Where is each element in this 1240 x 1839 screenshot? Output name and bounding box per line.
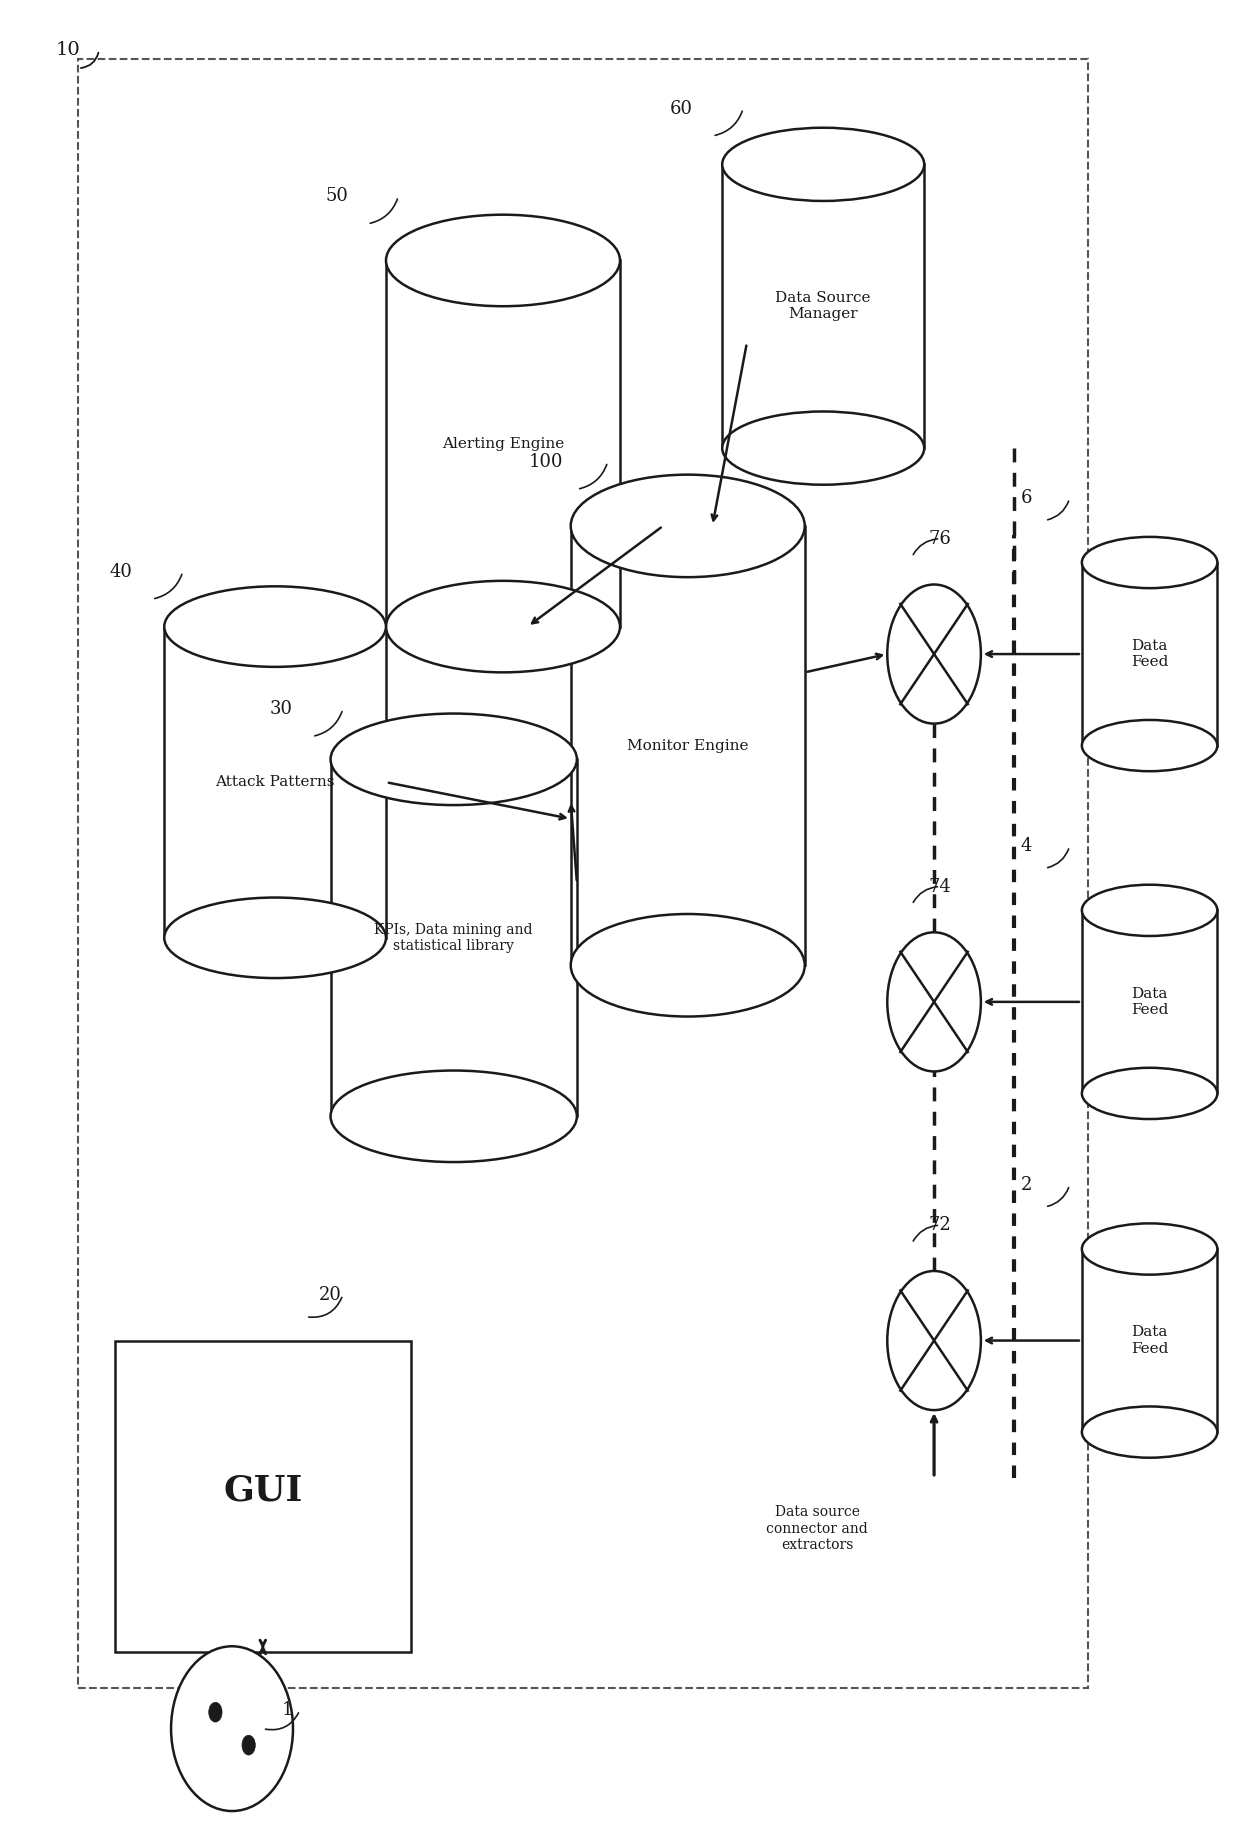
Text: KPIs, Data mining and
statistical library: KPIs, Data mining and statistical librar… — [374, 923, 533, 953]
Text: 74: 74 — [929, 877, 951, 896]
Text: 20: 20 — [319, 1285, 342, 1304]
Text: 76: 76 — [929, 530, 951, 548]
Text: Data Source
Manager: Data Source Manager — [775, 291, 870, 322]
Bar — [1081, 563, 1218, 745]
Ellipse shape — [1081, 537, 1218, 588]
Ellipse shape — [570, 914, 805, 1017]
Bar — [386, 261, 620, 627]
Text: 6: 6 — [1021, 489, 1032, 508]
Ellipse shape — [722, 412, 924, 485]
Text: 1: 1 — [281, 1701, 293, 1719]
Bar — [570, 526, 805, 965]
Ellipse shape — [1081, 1223, 1218, 1274]
Circle shape — [888, 932, 981, 1072]
Text: 60: 60 — [670, 99, 693, 118]
Bar — [115, 1341, 410, 1651]
Ellipse shape — [386, 215, 620, 307]
Text: Attack Patterns: Attack Patterns — [216, 776, 335, 789]
Ellipse shape — [1081, 1407, 1218, 1458]
Text: 100: 100 — [528, 452, 563, 471]
Circle shape — [208, 1703, 222, 1721]
Bar — [164, 627, 386, 938]
Ellipse shape — [164, 897, 386, 978]
Bar — [1081, 1249, 1218, 1433]
Ellipse shape — [1081, 1068, 1218, 1120]
Bar — [722, 164, 924, 449]
Bar — [78, 59, 1087, 1688]
Circle shape — [888, 585, 981, 723]
Circle shape — [888, 1271, 981, 1411]
Bar — [1081, 910, 1218, 1094]
Text: Data
Feed: Data Feed — [1131, 638, 1168, 669]
Bar — [331, 760, 577, 1116]
Text: 40: 40 — [109, 563, 133, 581]
Text: GUI: GUI — [223, 1473, 303, 1508]
Text: Data
Feed: Data Feed — [1131, 988, 1168, 1017]
Text: 4: 4 — [1021, 837, 1032, 855]
Ellipse shape — [1081, 719, 1218, 771]
Ellipse shape — [331, 714, 577, 805]
Text: 50: 50 — [325, 188, 348, 206]
Ellipse shape — [331, 1070, 577, 1162]
Text: Data
Feed: Data Feed — [1131, 1326, 1168, 1355]
Ellipse shape — [171, 1646, 293, 1811]
Text: Data source
connector and
extractors: Data source connector and extractors — [766, 1506, 868, 1552]
Ellipse shape — [164, 587, 386, 668]
Ellipse shape — [1081, 885, 1218, 936]
Text: 72: 72 — [929, 1216, 951, 1234]
Text: Alerting Engine: Alerting Engine — [441, 436, 564, 451]
Text: Monitor Engine: Monitor Engine — [627, 739, 749, 752]
Text: 10: 10 — [56, 40, 81, 59]
Ellipse shape — [570, 474, 805, 577]
Circle shape — [242, 1736, 255, 1754]
Text: 2: 2 — [1021, 1175, 1032, 1194]
Ellipse shape — [386, 581, 620, 673]
Text: 30: 30 — [270, 701, 293, 717]
Ellipse shape — [722, 127, 924, 200]
